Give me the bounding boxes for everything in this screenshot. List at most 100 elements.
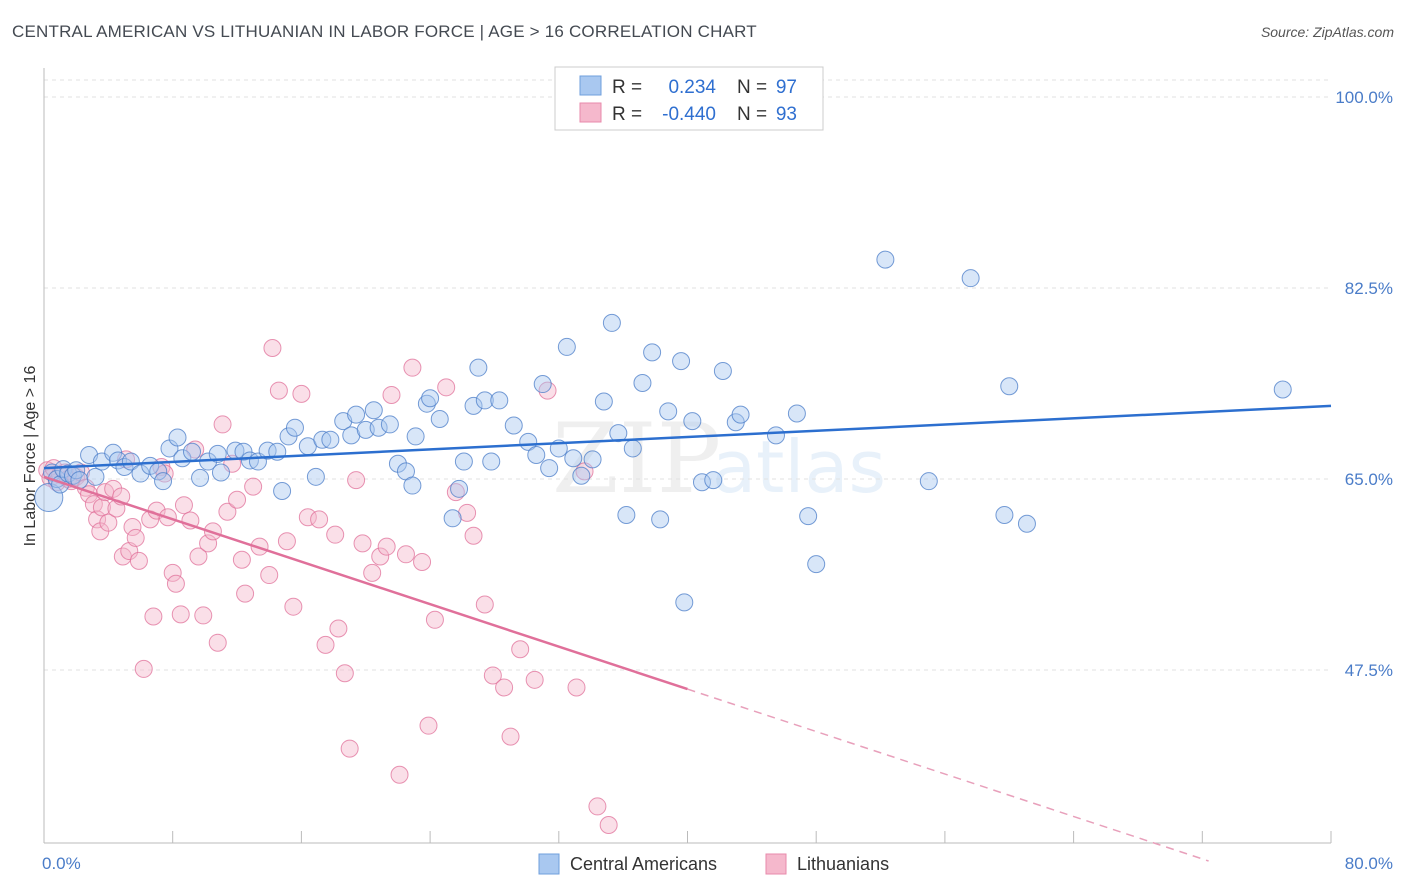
legend-r-value-central: 0.234 <box>668 77 716 98</box>
point-central-american <box>417 394 436 413</box>
point-central-american <box>469 358 488 377</box>
point-central-american <box>168 428 187 447</box>
point-central-american <box>675 593 694 612</box>
point-lithuanian <box>155 464 174 483</box>
point-lithuanian <box>363 563 382 582</box>
legend-swatch-central <box>579 75 602 96</box>
point-central-american <box>623 439 642 458</box>
point-central-american <box>121 452 140 471</box>
point-central-american <box>450 479 469 498</box>
point-central-american <box>421 389 440 408</box>
point-lithuanian <box>199 534 218 553</box>
point-lithuanian <box>403 358 422 377</box>
point-central-american <box>651 510 670 529</box>
bottom-legend-label-central: Central Americans <box>570 854 717 874</box>
point-lithuanian <box>208 633 227 652</box>
point-lithuanian <box>88 510 107 529</box>
trend-line-lithuanians <box>43 475 688 691</box>
point-central-american <box>617 506 636 525</box>
point-lithuanian <box>260 566 279 585</box>
point-lithuanian <box>419 716 438 735</box>
point-central-american <box>572 466 591 485</box>
legend-r-label-central: R = <box>612 77 642 98</box>
trend-line-lithuanians-extrapolated <box>687 688 1209 862</box>
point-central-american <box>321 430 340 449</box>
point-central-american <box>602 313 621 332</box>
point-central-american <box>86 467 105 486</box>
point-lithuanian <box>511 640 530 659</box>
point-lithuanian <box>588 797 607 816</box>
point-central-american <box>154 472 173 491</box>
point-central-american <box>34 483 64 513</box>
point-lithuanian <box>292 384 311 403</box>
point-lithuanian <box>189 547 208 566</box>
point-lithuanian <box>390 765 409 784</box>
point-lithuanian <box>371 547 390 566</box>
point-lithuanian <box>599 815 618 834</box>
point-central-american <box>403 476 422 495</box>
y-axis-label: In Labor Force | Age > 16 <box>22 366 39 547</box>
point-lithuanian <box>335 664 354 683</box>
point-lithuanian <box>326 525 345 544</box>
point-central-american <box>799 507 818 526</box>
point-central-american <box>609 424 628 443</box>
point-lithuanian <box>353 534 372 553</box>
point-lithuanian <box>382 385 401 404</box>
point-lithuanian <box>316 635 335 654</box>
legend-swatch-lithuanian <box>579 102 602 123</box>
legend-n-value-central: 97 <box>776 77 797 98</box>
point-lithuanian <box>186 440 205 459</box>
point-central-american <box>766 426 785 445</box>
point-lithuanian <box>396 545 415 564</box>
legend-n-value-lithuanian: 93 <box>776 104 797 125</box>
watermark-zip: ZIP <box>552 403 721 515</box>
point-lithuanian <box>123 518 142 537</box>
bottom-legend-swatch-central <box>538 853 560 875</box>
trend-line-central-americans <box>43 404 1332 470</box>
point-central-american <box>464 396 483 415</box>
point-lithuanian <box>269 381 288 400</box>
point-lithuanian <box>244 477 263 496</box>
y-tick-labels: 47.5% 65.0% 82.5% 100.0% <box>1335 88 1393 680</box>
point-central-american <box>807 555 826 574</box>
point-lithuanian <box>329 619 348 638</box>
y-tick-label: 47.5% <box>1345 661 1393 680</box>
point-lithuanian <box>263 339 282 358</box>
point-lithuanian <box>377 537 396 556</box>
point-central-american <box>692 473 711 492</box>
point-lithuanian <box>483 666 502 685</box>
x-tick-label-min: 0.0% <box>42 854 81 873</box>
point-central-american <box>672 352 691 371</box>
point-lithuanian <box>298 508 317 527</box>
point-central-american <box>540 459 559 478</box>
point-lithuanian <box>126 528 145 547</box>
point-central-american <box>131 464 150 483</box>
point-lithuanian <box>213 415 232 434</box>
point-central-american <box>191 468 210 487</box>
point-lithuanian <box>475 595 494 614</box>
point-central-american <box>430 409 449 428</box>
point-lithuanian <box>567 678 586 697</box>
point-lithuanian <box>92 498 111 517</box>
point-central-american <box>659 402 678 421</box>
point-central-american <box>995 506 1014 525</box>
point-central-american <box>643 343 662 362</box>
point-lithuanian <box>525 670 544 689</box>
point-central-american <box>583 450 602 469</box>
series-central-americans <box>34 250 1292 612</box>
bottom-legend-label-lithuanian: Lithuanians <box>797 854 889 874</box>
point-central-american <box>306 467 325 486</box>
point-central-american <box>1000 377 1019 396</box>
point-central-american <box>787 404 806 423</box>
trend-lines <box>43 404 1332 862</box>
point-central-american <box>713 361 732 380</box>
point-lithuanian <box>120 542 139 561</box>
point-lithuanian <box>464 526 483 545</box>
x-tick-label-max: 80.0% <box>1345 854 1393 873</box>
y-tick-label: 65.0% <box>1345 470 1393 489</box>
legend-r-label-lithuanian: R = <box>612 104 642 125</box>
point-central-american <box>1017 514 1036 533</box>
point-central-american <box>490 391 509 410</box>
point-central-american <box>961 269 980 288</box>
